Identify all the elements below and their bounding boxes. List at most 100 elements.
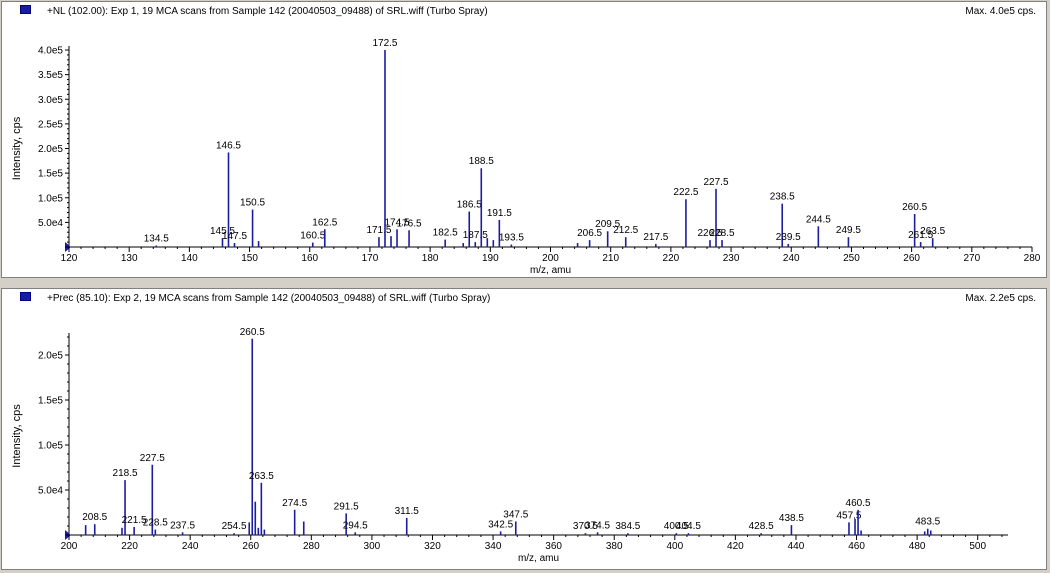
y-tick-label: 1.0e5 [38,193,63,204]
peak-label: 239.5 [776,232,801,243]
peak-label: 145.5 [210,226,235,237]
mass-spectrum-chart-1[interactable]: 120 130 140 150 160 170 180 190 200 210 220 230 240 2… [2,2,1046,277]
peak-label: 260.5 [902,202,927,213]
peak-label: 206.5 [577,228,602,239]
peak-label: 147.5 [222,231,247,242]
x-tick-label: 280 [303,541,320,552]
y-tick-label: 5.0e4 [38,218,63,229]
x-tick-label: 120 [61,253,78,264]
peak-label: 191.5 [487,208,512,219]
peak-label: 150.5 [240,198,265,209]
x-tick-label: 340 [485,541,502,552]
peak-label: 291.5 [334,501,359,512]
x-axis-label: m/z, amu [530,265,571,276]
y-tick-label: 3.5e5 [38,70,63,81]
peak-label: 347.5 [503,510,528,521]
pane-header: +NL (102.00): Exp 1, 19 MCA scans from S… [2,2,1046,22]
peak-label: 404.5 [676,521,701,532]
peak-label: 146.5 [216,140,241,151]
y-tick-label: 2.0e5 [38,144,63,155]
x-tick-label: 240 [182,541,199,552]
x-tick-label: 500 [969,541,986,552]
x-tick-label: 320 [424,541,441,552]
peak-label: 187.5 [463,230,488,241]
x-tick-label: 360 [545,541,562,552]
peak-label: 483.5 [915,517,940,528]
x-tick-label: 130 [121,253,138,264]
peak-label: 238.5 [770,192,795,203]
peak-label: 160.5 [300,231,325,242]
peak-label: 244.5 [806,214,831,225]
peak-label: 171.5 [366,225,391,236]
pane-title: +NL (102.00): Exp 1, 19 MCA scans from S… [47,6,488,17]
x-tick-label: 260 [903,253,920,264]
peak-label: 227.5 [704,177,729,188]
peak-label: 218.5 [113,468,138,479]
x-tick-label: 170 [362,253,379,264]
x-tick-label: 200 [542,253,559,264]
x-tick-label: 440 [788,541,805,552]
x-tick-label: 230 [723,253,740,264]
peak-label: 260.5 [240,327,265,338]
peak-label: 254.5 [222,521,247,532]
y-tick-label: 5.0e4 [38,486,63,497]
peak-label: 384.5 [615,521,640,532]
y-axis-label: Intensity, cps [11,404,23,468]
mass-spectrum-chart-2[interactable]: 200 220 240 260 280 300 320 340 360 380 400 420 440 4… [2,289,1046,569]
peak-label: 374.5 [585,520,610,531]
pane-divider[interactable] [0,279,1050,287]
peak-label: 162.5 [312,217,337,228]
peak-label: 428.5 [749,521,774,532]
y-tick-label: 3.0e5 [38,95,63,106]
peak-label: 294.5 [343,520,368,531]
max-intensity-label: Max. 2.2e5 cps. [965,293,1036,304]
peak-label: 263.5 [920,226,945,237]
x-tick-label: 480 [909,541,926,552]
peak-label: 217.5 [643,232,668,243]
pane-color-marker[interactable] [20,5,31,14]
y-tick-label: 2.0e5 [38,351,63,362]
peak-label: 457.5 [836,510,861,521]
peak-label: 222.5 [673,187,698,198]
y-tick-label: 1.5e5 [38,396,63,407]
x-tick-label: 420 [727,541,744,552]
x-tick-label: 220 [663,253,680,264]
peak-label: 400.5 [664,521,689,532]
x-tick-label: 400 [666,541,683,552]
y-tick-label: 2.5e5 [38,119,63,130]
peak-label: 221.5 [122,515,147,526]
peak-label: 249.5 [836,225,861,236]
peak-label: 209.5 [595,219,620,230]
peak-label: 182.5 [433,228,458,239]
spectrum-pane-neutral-loss: +NL (102.00): Exp 1, 19 MCA scans from S… [1,1,1047,278]
y-tick-label: 4.0e5 [38,46,63,57]
y-tick-label: 1.0e5 [38,441,63,452]
peak-label: 237.5 [170,520,195,531]
x-tick-label: 210 [602,253,619,264]
x-tick-label: 150 [241,253,258,264]
peak-label: 274.5 [282,498,307,509]
spectrum-pane-precursor: +Prec (85.10): Exp 2, 19 MCA scans from … [1,288,1047,570]
peak-label: 227.5 [140,453,165,464]
peak-label: 188.5 [469,156,494,167]
y-axis-label: Intensity, cps [11,116,23,180]
peak-label: 174.5 [385,217,410,228]
pane-color-marker[interactable] [20,292,31,301]
y-tick-label: 1.5e5 [38,169,63,180]
peak-label: 208.5 [82,512,107,523]
x-tick-label: 260 [242,541,259,552]
x-tick-label: 250 [843,253,860,264]
x-tick-label: 220 [121,541,138,552]
peak-label: 342.5 [488,519,513,530]
peak-label: 438.5 [779,513,804,524]
pane-header: +Prec (85.10): Exp 2, 19 MCA scans from … [2,289,1046,309]
x-tick-label: 380 [606,541,623,552]
x-tick-label: 180 [422,253,439,264]
peak-label: 226.5 [697,228,722,239]
x-axis-label: m/z, amu [518,553,559,564]
peak-label: 261.5 [908,230,933,241]
peak-label: 370.5 [573,521,598,532]
x-tick-label: 240 [783,253,800,264]
x-tick-label: 280 [1024,253,1041,264]
x-tick-label: 160 [301,253,318,264]
